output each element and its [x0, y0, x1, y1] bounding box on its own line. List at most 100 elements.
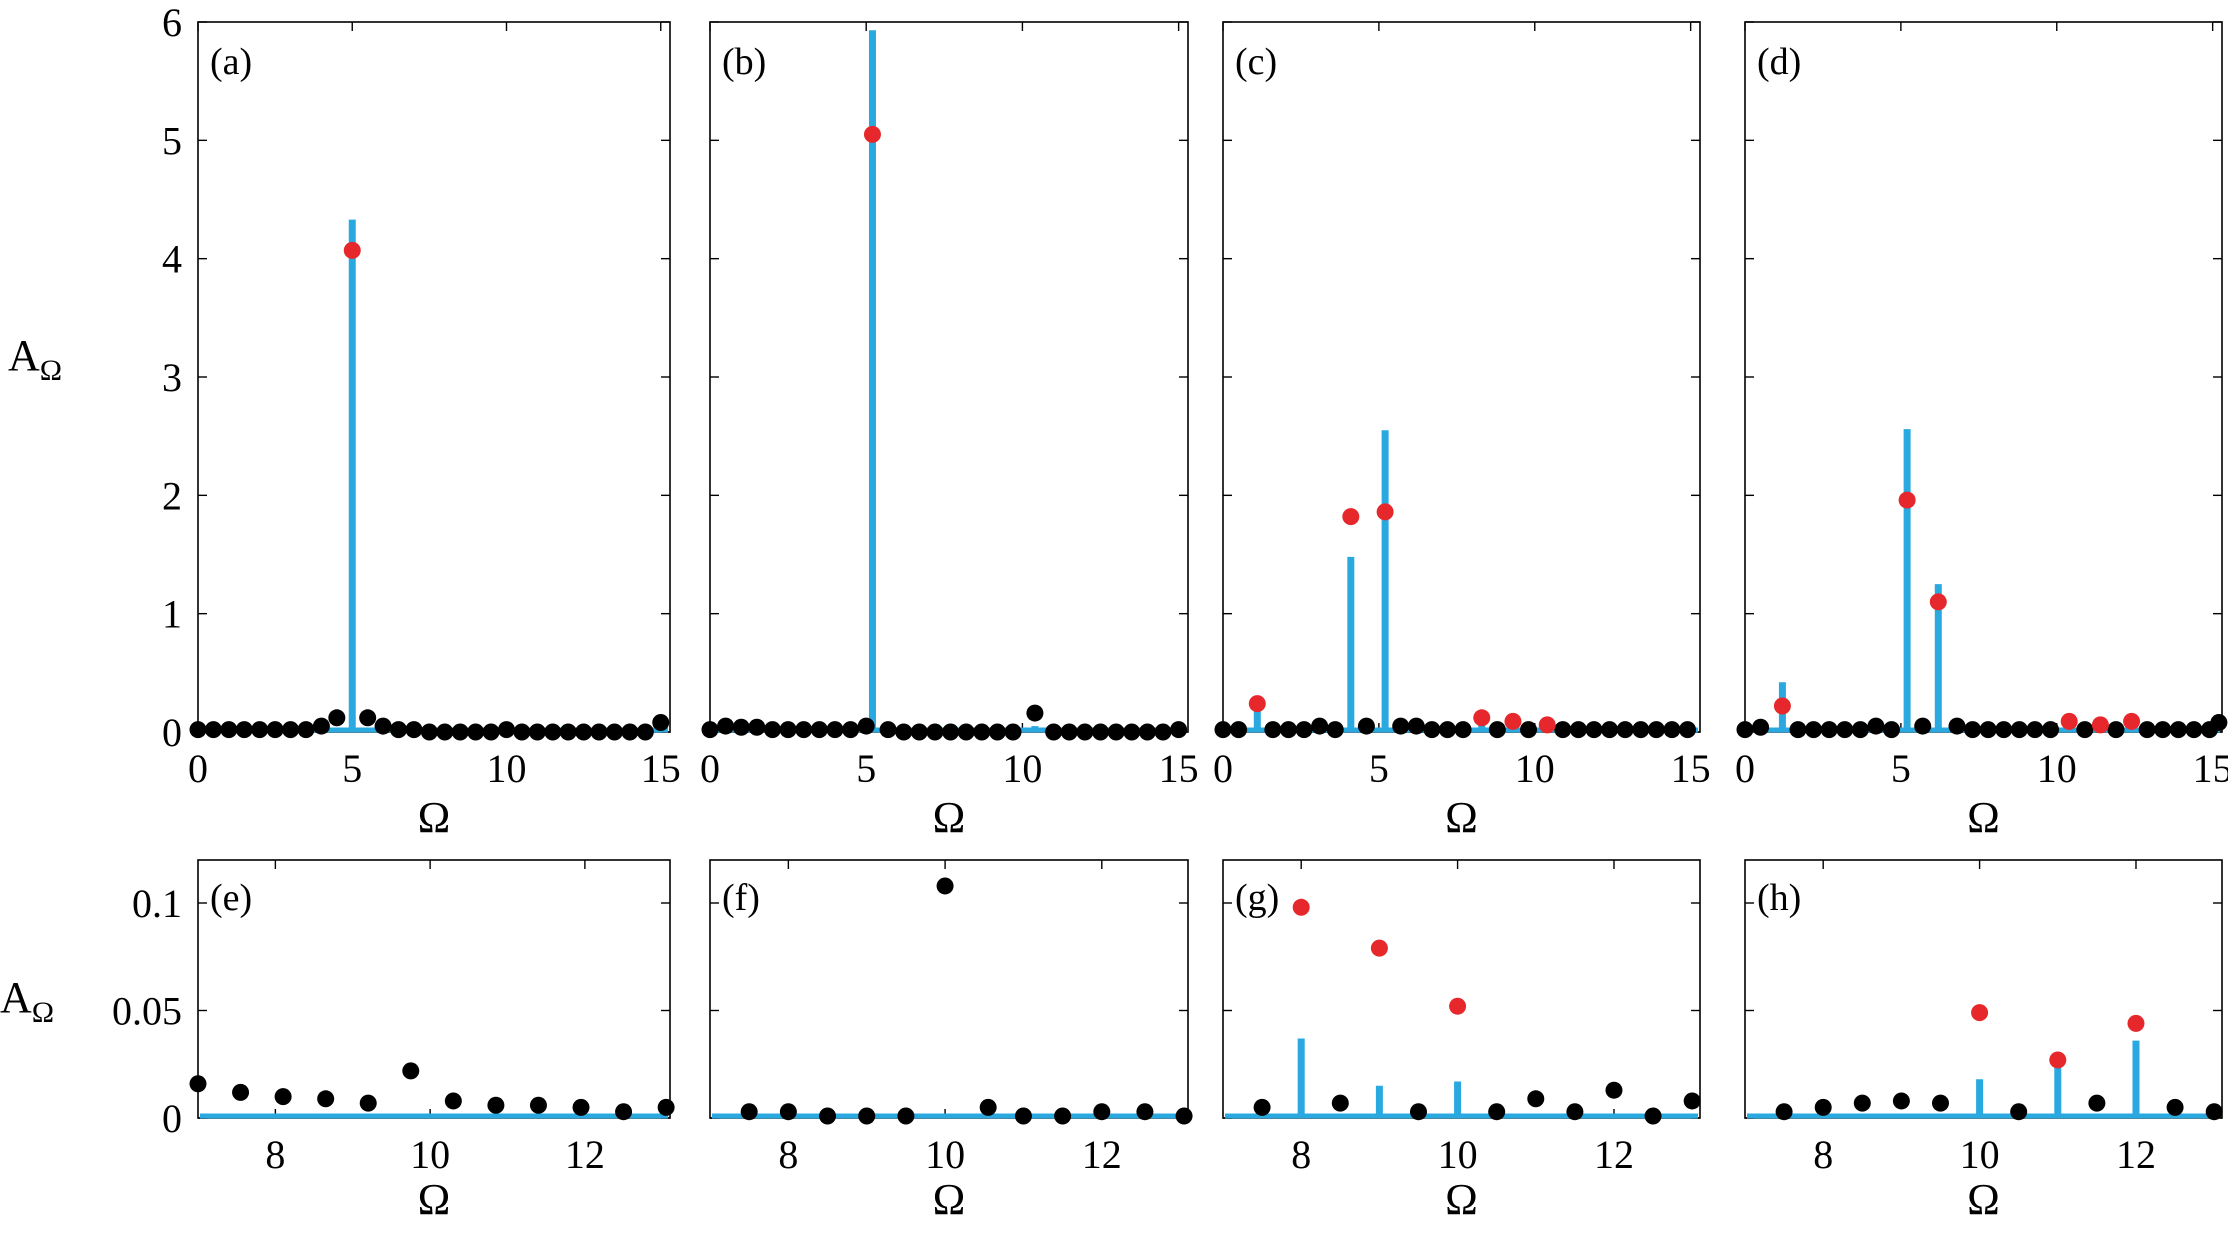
black-point	[1331, 1094, 1349, 1112]
axes-frame	[1222, 859, 1701, 1119]
red-point	[2127, 1014, 2145, 1032]
y-tick-label: 4	[162, 237, 182, 282]
x-tick-label: 10	[410, 1132, 450, 1177]
x-tick-label: 15	[1159, 746, 1199, 791]
black-point	[2026, 721, 2044, 739]
x-tick-label: 8	[265, 1132, 285, 1177]
black-point	[1326, 721, 1344, 739]
axes-frame	[709, 21, 1189, 733]
black-point	[2154, 721, 2172, 739]
black-point	[1214, 721, 1232, 739]
panel-tag: (e)	[210, 877, 252, 919]
panel-d: 0 5 10 15 Ω (d)	[1735, 21, 2228, 842]
black-point	[701, 721, 719, 739]
black-point	[2107, 721, 2125, 739]
black-point	[1805, 721, 1823, 739]
black-point	[795, 721, 813, 739]
black-point	[1683, 1092, 1701, 1110]
black-point	[189, 1075, 207, 1093]
black-point	[858, 1107, 876, 1125]
black-point	[282, 721, 300, 739]
black-point	[936, 877, 954, 895]
panel-e: 8 10 12 0 0.05 0.1 Ω (e)	[112, 859, 675, 1224]
red-point	[1538, 716, 1556, 734]
black-point	[529, 1096, 547, 1114]
axes-frame	[197, 21, 671, 733]
black-point	[1093, 1103, 1111, 1121]
black-point	[842, 721, 860, 739]
panel-tag: (a)	[210, 41, 252, 83]
black-point	[559, 723, 577, 741]
black-point	[251, 721, 269, 739]
black-point	[1931, 1094, 1949, 1112]
black-point	[1569, 721, 1587, 739]
black-point	[274, 1088, 292, 1106]
black-point	[451, 723, 469, 741]
y-tick-label: 1	[162, 592, 182, 637]
black-point	[926, 723, 944, 741]
black-point	[1060, 723, 1078, 741]
y-tick-label: 0	[162, 1096, 182, 1141]
black-point	[405, 721, 423, 739]
black-point	[1279, 721, 1297, 739]
panel-tag: (b)	[722, 41, 766, 83]
y-tick-label: 0.1	[132, 881, 182, 926]
red-point	[1370, 939, 1388, 957]
x-tick-label: 10	[925, 1132, 965, 1177]
black-point	[1814, 1098, 1832, 1116]
black-point	[1601, 721, 1619, 739]
black-point	[1230, 721, 1248, 739]
axes-frame	[1744, 21, 2223, 733]
x-tick-label: 12	[565, 1132, 605, 1177]
x-tick-label: 12	[1594, 1132, 1634, 1177]
panel-tag: (d)	[1757, 41, 1801, 83]
x-tick-label: 0	[1213, 746, 1233, 791]
black-point	[1883, 721, 1901, 739]
x-tick-label: 10	[1438, 1132, 1478, 1177]
red-point	[1504, 712, 1522, 730]
black-point	[1979, 721, 1997, 739]
black-point	[1853, 1094, 1871, 1112]
black-point	[717, 717, 735, 735]
black-point	[657, 1098, 675, 1116]
black-point	[1527, 1090, 1545, 1108]
black-point	[1488, 721, 1506, 739]
black-point	[1820, 721, 1838, 739]
black-point	[1663, 721, 1681, 739]
black-point	[297, 721, 315, 739]
black-point	[1644, 1107, 1662, 1125]
y-tick-label: 3	[162, 355, 182, 400]
black-point	[979, 1098, 997, 1116]
panel-f: 8 10 12 Ω (f)	[709, 859, 1193, 1224]
black-point	[826, 721, 844, 739]
black-point	[2076, 721, 2094, 739]
black-point	[374, 717, 392, 735]
black-point	[1948, 717, 1966, 735]
black-point	[1964, 721, 1982, 739]
black-point	[436, 723, 454, 741]
black-point	[266, 721, 284, 739]
black-point	[2010, 1103, 2028, 1121]
black-point	[1170, 721, 1188, 739]
black-point	[740, 1103, 758, 1121]
black-point	[1014, 1107, 1032, 1125]
black-point	[1092, 723, 1110, 741]
black-point	[1045, 723, 1063, 741]
axes-frame	[197, 859, 671, 1119]
black-point	[1851, 721, 1869, 739]
axes-frame	[1222, 21, 1701, 733]
x-tick-label: 10	[2037, 746, 2077, 791]
black-point	[1154, 723, 1172, 741]
panel-h: 8 10 12 Ω (h)	[1744, 859, 2223, 1224]
black-point	[1438, 721, 1456, 739]
black-point	[2138, 721, 2156, 739]
black-point	[2166, 1098, 2184, 1116]
black-point	[1076, 723, 1094, 741]
black-point	[1836, 721, 1854, 739]
axes-frame	[1744, 859, 2223, 1119]
x-tick-label: 10	[486, 746, 526, 791]
black-point	[328, 709, 346, 727]
x-tick-label: 10	[1960, 1132, 2000, 1177]
black-point	[879, 721, 897, 739]
